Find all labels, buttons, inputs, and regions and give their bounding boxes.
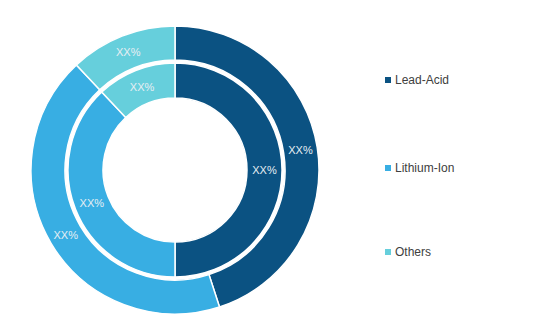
donut-slice <box>76 26 175 90</box>
legend-label: Others <box>395 245 431 259</box>
legend-label: Lead-Acid <box>395 73 449 87</box>
donut <box>31 26 319 314</box>
data-label: XX% <box>288 144 313 156</box>
data-label: XX% <box>53 229 78 241</box>
data-label: XX% <box>80 197 105 209</box>
legend-swatch <box>385 249 391 255</box>
legend: Lead-Acid Lithium-Ion Others <box>385 73 454 259</box>
data-label: XX% <box>130 81 155 93</box>
data-label: XX% <box>252 164 277 176</box>
donut-slice <box>31 65 219 314</box>
legend-label: Lithium-Ion <box>395 161 454 175</box>
legend-swatch <box>385 165 391 171</box>
data-labels: XX% XX% XX% XX% XX% XX% <box>53 46 312 241</box>
data-label: XX% <box>116 46 141 58</box>
legend-swatch <box>385 77 391 83</box>
donut-slice <box>175 26 319 307</box>
